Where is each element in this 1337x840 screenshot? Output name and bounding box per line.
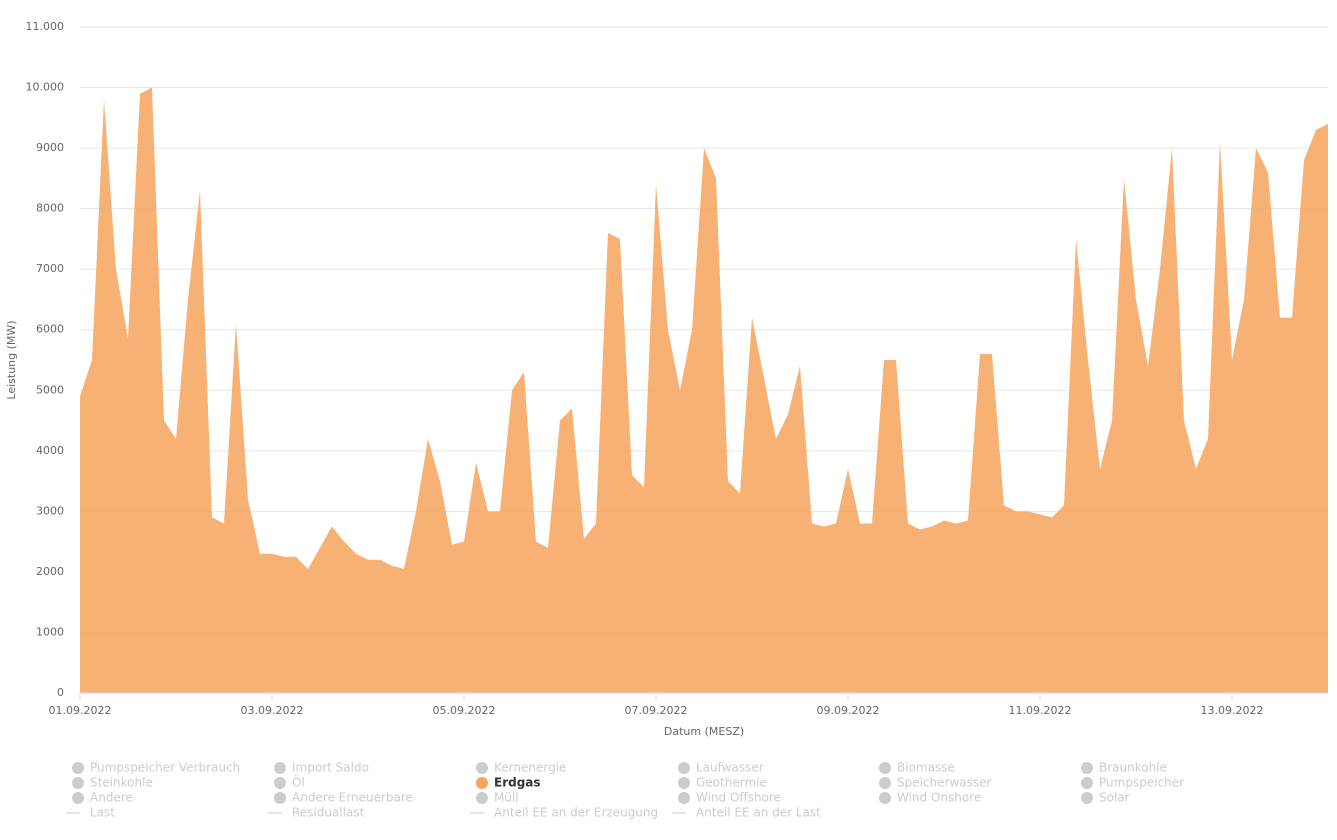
legend-symbol [274, 777, 286, 789]
y-tick-label: 4000 [36, 444, 64, 457]
legend-label: Müll [494, 791, 519, 805]
legend-label: Anteil EE an der Erzeugung [494, 806, 658, 820]
y-tick-label: 10.000 [26, 81, 65, 94]
legend-label: Kernenergie [494, 761, 566, 775]
x-tick-label: 01.09.2022 [49, 704, 112, 717]
legend-symbol [1081, 762, 1093, 774]
x-tick-label: 05.09.2022 [433, 704, 496, 717]
legend-label: Biomasse [897, 761, 955, 775]
y-tick-label: 11.000 [26, 20, 65, 33]
legend-label: Braunkohle [1099, 761, 1167, 775]
y-tick-label: 0 [57, 686, 64, 699]
legend-label: Wind Offshore [696, 791, 781, 805]
legend-symbol [678, 777, 690, 789]
legend-label: Import Saldo [292, 761, 369, 775]
legend-symbol [879, 792, 891, 804]
legend-symbol [476, 792, 488, 804]
legend-symbol [476, 777, 488, 789]
y-tick-label: 6000 [36, 323, 64, 336]
y-tick-label: 2000 [36, 565, 64, 578]
y-tick-label: 5000 [36, 383, 64, 396]
legend-symbol [72, 762, 84, 774]
y-tick-label: 7000 [36, 262, 64, 275]
y-tick-label: 9000 [36, 141, 64, 154]
legend-label: Laufwasser [696, 761, 764, 775]
legend-label: Steinkohle [90, 776, 153, 790]
x-tick-label: 07.09.2022 [625, 704, 688, 717]
legend-label: Geothermie [696, 776, 767, 790]
x-tick-label: 11.09.2022 [1009, 704, 1072, 717]
x-tick-label: 09.09.2022 [817, 704, 880, 717]
legend-symbol [678, 762, 690, 774]
legend-symbol [274, 792, 286, 804]
legend-label: Wind Onshore [897, 791, 981, 805]
legend-label: Speicherwasser [897, 776, 992, 790]
y-tick-label: 3000 [36, 504, 64, 517]
legend-label: Residuallast [292, 806, 365, 820]
legend-symbol [1081, 792, 1093, 804]
legend-symbol [274, 762, 286, 774]
y-axis-title: Leistung (MW) [5, 320, 18, 399]
legend-label: Solar [1099, 791, 1130, 805]
y-tick-label: 8000 [36, 202, 64, 215]
y-tick-label: 1000 [36, 625, 64, 638]
legend-label: Öl [292, 774, 305, 790]
legend-label: Erdgas [494, 776, 541, 790]
legend-symbol [879, 762, 891, 774]
legend-symbol [678, 792, 690, 804]
legend-symbol [72, 777, 84, 789]
legend-label: Andere [90, 791, 133, 805]
legend-label: Anteil EE an der Last [696, 806, 821, 820]
area [80, 87, 1328, 693]
x-tick-label: 03.09.2022 [241, 704, 304, 717]
legend-label: Last [90, 806, 115, 820]
legend-label: Andere Erneuerbare [292, 791, 413, 805]
legend-label: Pumpspeicher [1099, 776, 1184, 790]
legend-symbol [72, 792, 84, 804]
x-axis-title: Datum (MESZ) [664, 725, 744, 738]
legend-symbol [1081, 777, 1093, 789]
legend-label: Pumpspeicher Verbrauch [90, 761, 240, 775]
legend-symbol [476, 762, 488, 774]
legend-symbol [879, 777, 891, 789]
x-tick-label: 13.09.2022 [1201, 704, 1264, 717]
